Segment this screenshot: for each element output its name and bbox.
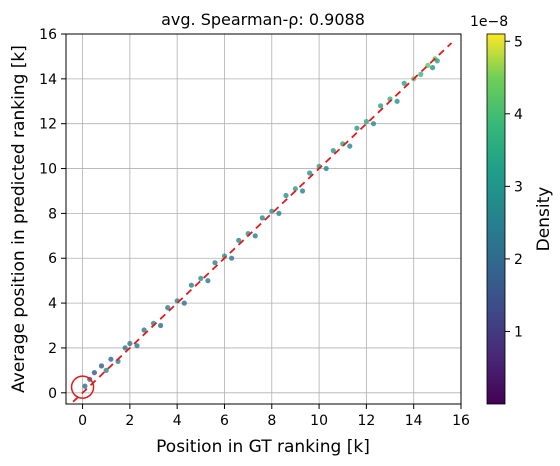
y-axis-ticks: 0 2 4 6 8 10 12 14 16 (39, 27, 66, 402)
y-tick-label: 8 (48, 206, 57, 222)
scatter-point (354, 125, 360, 131)
x-tick-label: 16 (452, 413, 470, 429)
colorbar-tick-label: 3 (514, 179, 523, 195)
x-tick-label: 8 (267, 413, 276, 429)
scatter-point (299, 188, 306, 194)
scatter-point (198, 275, 204, 281)
scatter-point (276, 210, 282, 216)
scatter-point (122, 345, 128, 351)
colorbar-tick-label: 2 (514, 252, 523, 268)
scatter-point (370, 121, 377, 127)
scatter-point (205, 278, 211, 284)
y-tick-label: 2 (48, 341, 57, 357)
x-tick-label: 14 (405, 413, 423, 429)
scatter-point (108, 356, 114, 362)
y-tick-label: 14 (39, 72, 57, 88)
scatter-points (82, 56, 440, 389)
scatter-point (134, 343, 140, 349)
scatter-point (283, 192, 289, 199)
y-tick-label: 10 (39, 162, 57, 178)
chart-title: avg. Spearman-ρ: 0.9088 (161, 10, 365, 29)
scatter-point (252, 233, 258, 239)
y-tick-label: 4 (48, 296, 57, 312)
colorbar-tick-label: 4 (514, 107, 523, 123)
scatter-point (292, 186, 298, 192)
y-axis-label: Average position in predicted ranking [k… (9, 45, 29, 393)
scatter-point (323, 165, 329, 172)
x-tick-label: 0 (78, 413, 87, 429)
x-tick-label: 10 (310, 413, 328, 429)
x-axis-label: Position in GT ranking [k] (156, 437, 370, 457)
colorbar (486, 33, 506, 405)
scatter-point (181, 300, 187, 306)
scatter-point (98, 363, 105, 369)
scatter-point (158, 322, 164, 329)
scatter-point (347, 143, 353, 149)
y-tick-label: 16 (39, 27, 57, 43)
scatter-point (91, 370, 97, 376)
scatter-point (236, 237, 242, 243)
scatter-point (425, 62, 431, 68)
scatter-point (82, 383, 88, 389)
scatter-point (188, 282, 194, 288)
scatter-point (165, 305, 171, 311)
y-tick-label: 6 (48, 251, 57, 267)
scatter-point (330, 148, 336, 154)
colorbar-tick-label: 1 (514, 324, 523, 340)
highlight-circle (70, 375, 95, 399)
colorbar-ticks: 1 2 3 4 5 (505, 34, 523, 340)
scatter-point (430, 65, 436, 71)
x-tick-label: 2 (125, 413, 134, 429)
y-tick-label: 0 (48, 386, 57, 402)
scatter-point (269, 208, 275, 214)
scatter-point (103, 367, 109, 373)
scatter-point (394, 98, 400, 104)
scatter-point (127, 340, 133, 347)
x-tick-label: 4 (173, 413, 182, 429)
scatter-point (434, 58, 440, 64)
scatter-point (307, 170, 313, 176)
scatter-point (259, 215, 265, 221)
scatter-point (212, 260, 218, 266)
scatter-point (363, 118, 369, 125)
x-tick-label: 6 (220, 413, 229, 429)
colorbar-tick-label: 5 (514, 34, 523, 50)
scatter-point (418, 71, 424, 77)
scatter-point (401, 80, 407, 86)
reference-line (72, 42, 453, 403)
colorbar-multiplier: 1e−8 (470, 14, 508, 30)
scatter-point (229, 255, 235, 261)
y-tick-label: 12 (39, 117, 57, 133)
colorbar-label: Density (534, 187, 554, 252)
scatter-point (378, 103, 384, 109)
x-tick-label: 12 (357, 413, 375, 429)
scatter-point (141, 327, 147, 333)
plot-frame (65, 33, 462, 405)
x-axis-ticks: 0 2 4 6 8 10 12 14 16 (78, 404, 470, 429)
